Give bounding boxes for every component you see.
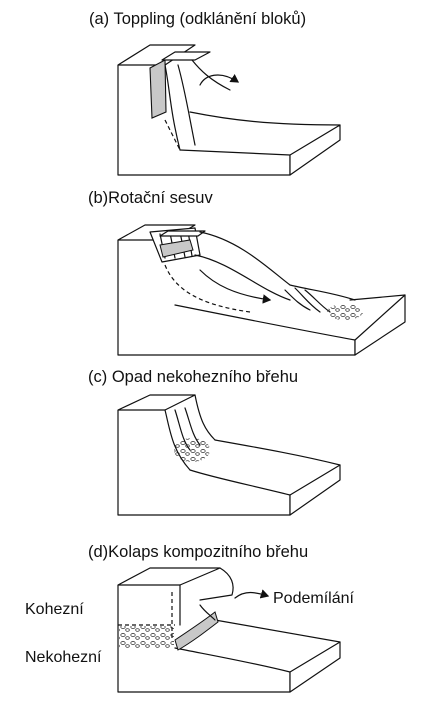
panel-a-diagram xyxy=(117,44,341,176)
panel-a-title: (a) Toppling (odklánění bloků) xyxy=(89,10,307,28)
undercutting-label: Podemílání xyxy=(273,590,354,607)
panel-b-diagram xyxy=(117,224,406,356)
panel-c-diagram xyxy=(117,394,341,516)
panel-b-title: (b)Rotační sesuv xyxy=(88,189,213,207)
panel-d-diagram xyxy=(117,567,341,693)
panel-c-title: (c) Opad nekohezního břehu xyxy=(88,368,299,386)
cohesive-layer-label: Kohezní xyxy=(25,601,84,618)
noncohesive-layer-label: Nekohezní xyxy=(25,649,102,666)
panel-d-title: (d)Kolaps kompozitního břehu xyxy=(88,543,309,561)
